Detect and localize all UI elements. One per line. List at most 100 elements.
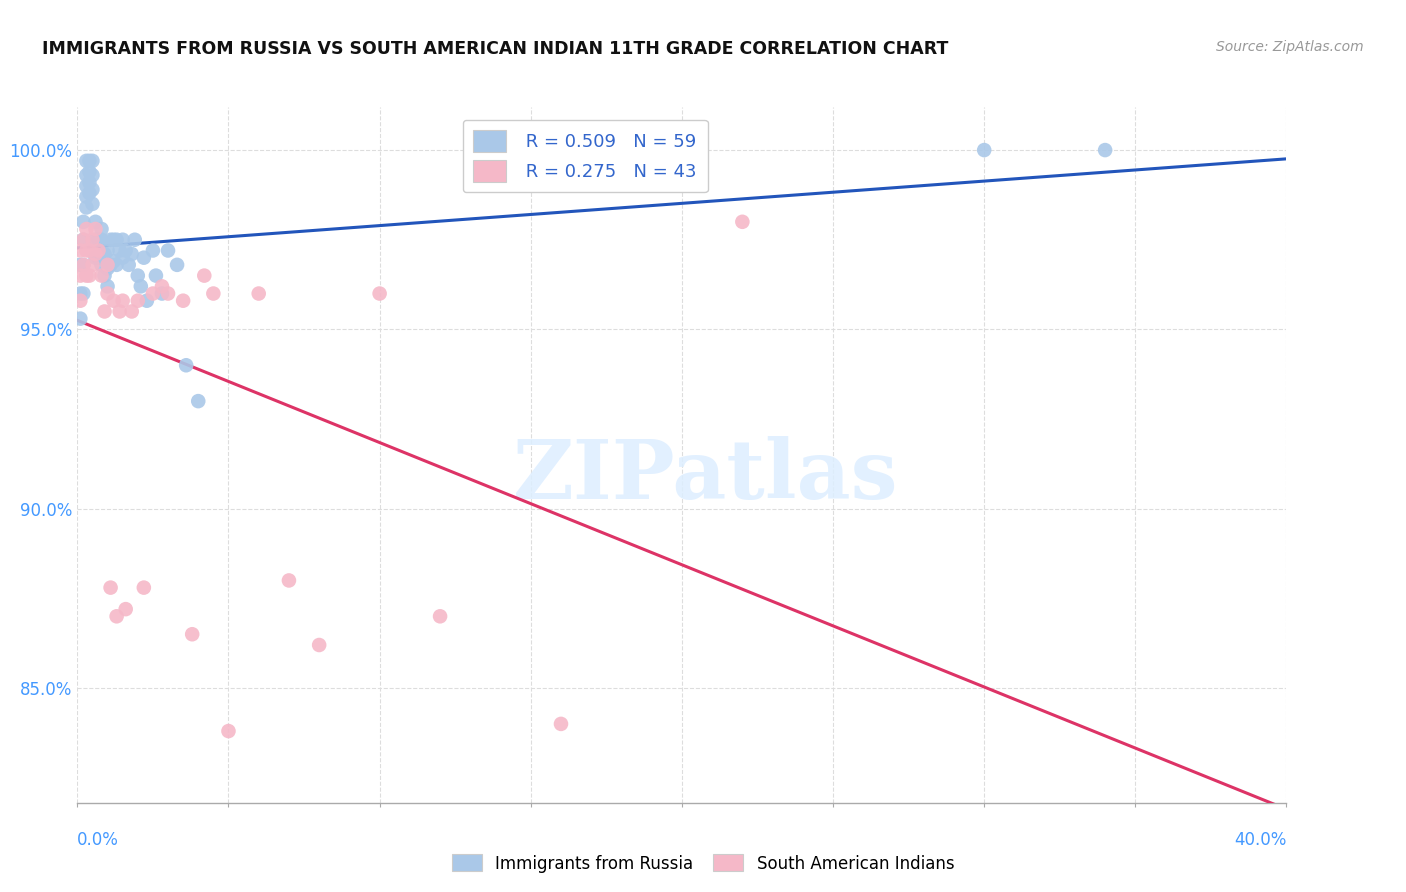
Point [90,268,112,283]
Point [75,268,97,283]
Point [72,258,94,272]
Point [731,215,754,229]
Point [157,286,180,301]
Point [75,190,97,204]
Point [174,358,197,372]
Point [84,251,107,265]
Point [82,258,104,272]
Point [72,233,94,247]
Point [84,233,107,247]
Point [108,244,131,258]
Point [114,602,136,616]
Point [79,244,101,258]
Point [127,268,149,283]
Point [96,261,118,276]
Point [129,279,152,293]
Point [132,251,155,265]
Point [75,201,97,215]
Point [87,251,110,265]
Text: 0.0%: 0.0% [77,831,120,849]
Point [72,286,94,301]
Point [114,244,136,258]
Point [132,581,155,595]
Legend:  R = 0.509   N = 59,  R = 0.275   N = 43: R = 0.509 N = 59, R = 0.275 N = 43 [463,120,707,193]
Point [79,164,101,178]
Point [121,247,143,261]
Point [82,182,104,196]
Point [1094,143,1116,157]
Point [96,286,118,301]
Point [142,286,165,301]
Point [96,258,118,272]
Point [72,233,94,247]
Point [100,581,122,595]
Point [247,286,270,301]
Point [100,258,122,272]
Point [973,143,995,157]
Point [87,244,110,258]
Point [142,244,165,258]
Point [84,247,107,261]
Point [150,286,173,301]
Point [135,293,157,308]
Point [82,168,104,182]
Point [69,258,91,272]
Point [218,724,240,739]
Text: 40.0%: 40.0% [1234,831,1286,849]
Point [111,233,134,247]
Point [105,609,128,624]
Point [96,279,118,293]
Point [187,394,209,409]
Point [111,251,134,265]
Legend: Immigrants from Russia, South American Indians: Immigrants from Russia, South American I… [446,847,960,880]
Text: Source: ZipAtlas.com: Source: ZipAtlas.com [1216,40,1364,54]
Point [121,304,143,318]
Point [111,293,134,308]
Point [105,233,128,247]
Point [93,304,115,318]
Point [69,293,91,308]
Point [75,178,97,193]
Point [90,258,112,272]
Point [103,293,125,308]
Point [79,153,101,168]
Point [96,244,118,258]
Point [108,304,131,318]
Point [157,244,180,258]
Point [90,233,112,247]
Point [79,268,101,283]
Point [166,258,188,272]
Point [145,268,167,283]
Point [193,268,215,283]
Point [103,254,125,268]
Point [278,574,301,588]
Point [429,609,451,624]
Point [181,627,204,641]
Point [105,258,128,272]
Point [368,286,391,301]
Point [79,175,101,189]
Point [82,233,104,247]
Point [69,311,91,326]
Point [69,244,91,258]
Point [93,247,115,261]
Point [69,286,91,301]
Point [84,215,107,229]
Point [75,168,97,182]
Point [72,258,94,272]
Text: ZIPatlas: ZIPatlas [513,436,898,516]
Point [75,222,97,236]
Point [124,233,146,247]
Point [75,244,97,258]
Point [308,638,330,652]
Point [118,258,141,272]
Point [202,286,225,301]
Point [150,279,173,293]
Point [75,153,97,168]
Point [84,222,107,236]
Point [72,215,94,229]
Point [82,197,104,211]
Point [87,233,110,247]
Point [103,233,125,247]
Point [79,186,101,200]
